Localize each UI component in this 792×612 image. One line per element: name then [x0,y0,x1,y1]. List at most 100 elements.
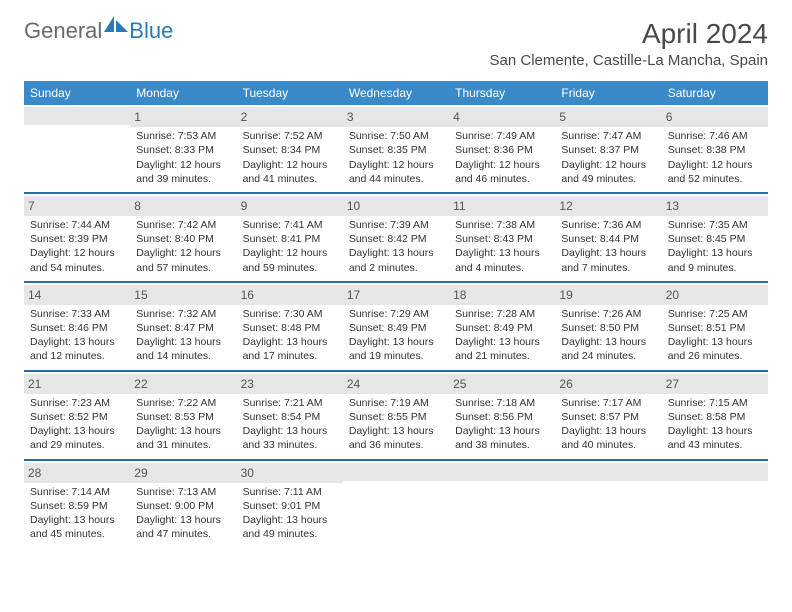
sunrise-text: Sunrise: 7:25 AM [668,307,762,321]
sunrise-text: Sunrise: 7:14 AM [30,485,124,499]
sunset-text: Sunset: 8:51 PM [668,321,762,335]
day-number: 7 [24,196,130,216]
daylight-text: Daylight: 13 hours and 36 minutes. [349,424,443,452]
sunrise-text: Sunrise: 7:39 AM [349,218,443,232]
sunset-text: Sunset: 8:56 PM [455,410,549,424]
daylight-text: Daylight: 13 hours and 21 minutes. [455,335,549,363]
sunset-text: Sunset: 8:57 PM [561,410,655,424]
sunset-text: Sunset: 8:49 PM [349,321,443,335]
sunrise-text: Sunrise: 7:50 AM [349,129,443,143]
calendar-day-cell: 17Sunrise: 7:29 AMSunset: 8:49 PMDayligh… [343,282,449,371]
weekday-header: Monday [130,81,236,105]
calendar-day-cell: 8Sunrise: 7:42 AMSunset: 8:40 PMDaylight… [130,193,236,282]
sunrise-text: Sunrise: 7:18 AM [455,396,549,410]
daylight-text: Daylight: 13 hours and 31 minutes. [136,424,230,452]
daylight-text: Daylight: 12 hours and 46 minutes. [455,158,549,186]
calendar-day-cell: 22Sunrise: 7:22 AMSunset: 8:53 PMDayligh… [130,371,236,460]
calendar-day-cell [449,460,555,548]
sunrise-text: Sunrise: 7:35 AM [668,218,762,232]
calendar-day-cell: 20 Sunrise: 7:25 AMSunset: 8:51 PMDayligh… [662,282,768,371]
calendar-day-cell [555,460,661,548]
day-number: 26 [555,374,661,394]
daylight-text: Daylight: 13 hours and 17 minutes. [243,335,337,363]
daylight-text: Daylight: 13 hours and 7 minutes. [561,246,655,274]
sunrise-text: Sunrise: 7:17 AM [561,396,655,410]
daylight-text: Daylight: 13 hours and 4 minutes. [455,246,549,274]
sunrise-text: Sunrise: 7:22 AM [136,396,230,410]
calendar-day-cell: 4Sunrise: 7:49 AMSunset: 8:36 PMDaylight… [449,105,555,193]
sunset-text: Sunset: 8:46 PM [30,321,124,335]
calendar-day-cell [24,105,130,193]
day-number: 17 [343,285,449,305]
logo-sails-icon [104,14,128,32]
daylight-text: Daylight: 13 hours and 26 minutes. [668,335,762,363]
sunset-text: Sunset: 8:58 PM [668,410,762,424]
day-number: 3 [343,107,449,127]
sunrise-text: Sunrise: 7:49 AM [455,129,549,143]
calendar-week-row: 14Sunrise: 7:33 AMSunset: 8:46 PMDayligh… [24,282,768,371]
calendar-day-cell: 19Sunrise: 7:26 AMSunset: 8:50 PMDayligh… [555,282,661,371]
sunset-text: Sunset: 8:44 PM [561,232,655,246]
calendar-day-cell: 26 Sunrise: 7:17 AMSunset: 8:57 PMDayligh… [555,371,661,460]
location: San Clemente, Castille-La Mancha, Spain [490,52,768,69]
sunrise-text: Sunrise: 7:33 AM [30,307,124,321]
calendar-day-cell: 14 Sunrise: 7:33 AMSunset: 8:46 PMDayligh… [24,282,130,371]
sunrise-text: Sunrise: 7:28 AM [455,307,549,321]
daylight-text: Daylight: 13 hours and 2 minutes. [349,246,443,274]
calendar-day-cell: 27Sunrise: 7:15 AMSunset: 8:58 PMDayligh… [662,371,768,460]
daylight-text: Daylight: 13 hours and 49 minutes. [243,513,337,541]
sunset-text: Sunset: 8:50 PM [561,321,655,335]
sunset-text: Sunset: 9:00 PM [136,499,230,513]
day-number: 30 [237,463,343,483]
daylight-text: Daylight: 13 hours and 14 minutes. [136,335,230,363]
calendar-day-cell: 24Sunrise: 7:19 AMSunset: 8:55 PMDayligh… [343,371,449,460]
calendar-day-cell: 23Sunrise: 7:21 AMSunset: 8:54 PMDayligh… [237,371,343,460]
calendar-day-cell [343,460,449,548]
calendar-week-row: 21Sunrise: 7:23 AMSunset: 8:52 PMDayligh… [24,371,768,460]
sunset-text: Sunset: 8:55 PM [349,410,443,424]
calendar-day-cell: 28Sunrise: 7:14 AMSunset: 8:59 PMDayligh… [24,460,130,548]
day-number: 14 [24,285,130,305]
sunrise-text: Sunrise: 7:26 AM [561,307,655,321]
sunrise-text: Sunrise: 7:21 AM [243,396,337,410]
sunset-text: Sunset: 8:41 PM [243,232,337,246]
weekday-header: Thursday [449,81,555,105]
day-number: 20 [662,285,768,305]
sunrise-text: Sunrise: 7:47 AM [561,129,655,143]
calendar-day-cell: 11Sunrise: 7:38 AMSunset: 8:43 PMDayligh… [449,193,555,282]
sunrise-text: Sunrise: 7:11 AM [243,485,337,499]
calendar-day-cell: 10Sunrise: 7:39 AMSunset: 8:42 PMDayligh… [343,193,449,282]
day-number: 18 [449,285,555,305]
sunset-text: Sunset: 8:35 PM [349,143,443,157]
calendar-week-row: 1Sunrise: 7:53 AMSunset: 8:33 PMDaylight… [24,105,768,193]
sunset-text: Sunset: 8:45 PM [668,232,762,246]
calendar-day-cell: 25Sunrise: 7:18 AMSunset: 8:56 PMDayligh… [449,371,555,460]
sunrise-text: Sunrise: 7:32 AM [136,307,230,321]
daylight-text: Daylight: 12 hours and 49 minutes. [561,158,655,186]
weekday-header: Sunday [24,81,130,105]
sunset-text: Sunset: 8:37 PM [561,143,655,157]
calendar-day-cell: 12Sunrise: 7:36 AMSunset: 8:44 PMDayligh… [555,193,661,282]
calendar-day-cell [662,460,768,548]
day-number: 1 [130,107,236,127]
calendar-day-cell: 5Sunrise: 7:47 AMSunset: 8:37 PMDaylight… [555,105,661,193]
weekday-header: Tuesday [237,81,343,105]
title-block: April 2024 San Clemente, Castille-La Man… [490,18,768,69]
daylight-text: Daylight: 13 hours and 40 minutes. [561,424,655,452]
calendar-day-cell: 18Sunrise: 7:28 AMSunset: 8:49 PMDayligh… [449,282,555,371]
sunrise-text: Sunrise: 7:53 AM [136,129,230,143]
sunrise-text: Sunrise: 7:36 AM [561,218,655,232]
daylight-text: Daylight: 13 hours and 12 minutes. [30,335,124,363]
sunrise-text: Sunrise: 7:52 AM [243,129,337,143]
daylight-text: Daylight: 12 hours and 57 minutes. [136,246,230,274]
daylight-text: Daylight: 12 hours and 41 minutes. [243,158,337,186]
calendar-day-cell: 16Sunrise: 7:30 AMSunset: 8:48 PMDayligh… [237,282,343,371]
sunrise-text: Sunrise: 7:38 AM [455,218,549,232]
daylight-text: Daylight: 13 hours and 33 minutes. [243,424,337,452]
sunrise-text: Sunrise: 7:46 AM [668,129,762,143]
daylight-text: Daylight: 13 hours and 43 minutes. [668,424,762,452]
empty-day-bar [24,107,130,125]
calendar-page: General Blue April 2024 San Clemente, Ca… [0,0,792,565]
calendar-day-cell: 21Sunrise: 7:23 AMSunset: 8:52 PMDayligh… [24,371,130,460]
daylight-text: Daylight: 12 hours and 59 minutes. [243,246,337,274]
